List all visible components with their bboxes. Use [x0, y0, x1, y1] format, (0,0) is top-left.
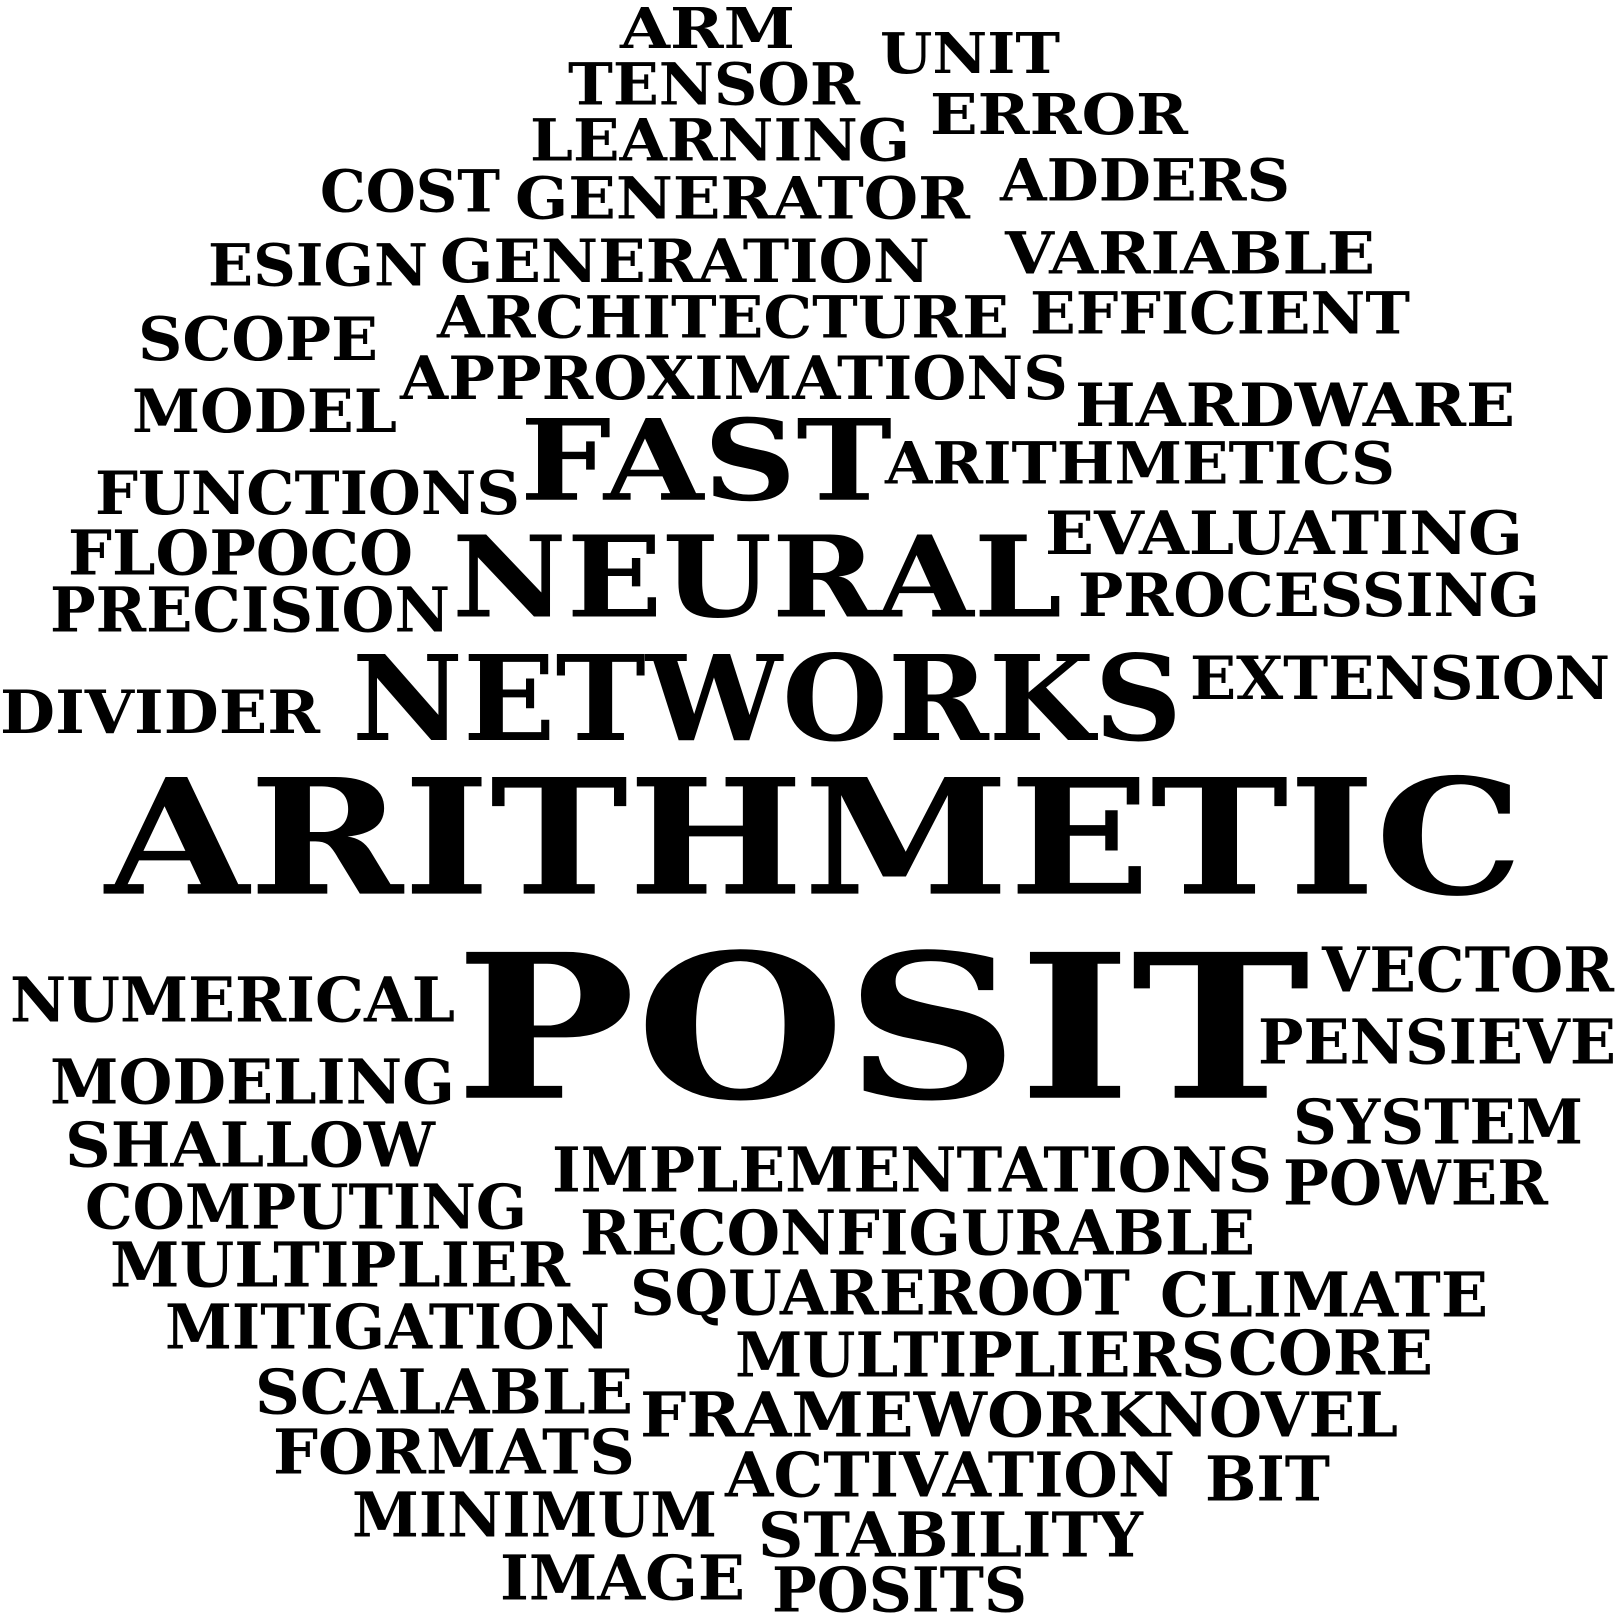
word-posit: POSIT: [455, 910, 1310, 1146]
word-vector: VECTOR: [1322, 933, 1614, 1007]
word-fast: FAST: [520, 394, 892, 527]
word-pensieve: PENSIEVE: [1258, 1005, 1616, 1079]
word-numerical: NUMERICAL: [10, 963, 455, 1037]
word-extension: EXTENSION: [1190, 642, 1610, 714]
word-core: CORE: [1228, 1316, 1433, 1390]
word-arithmetics: ARITHMETICS: [885, 429, 1395, 498]
word-approximations: APPROXIMATIONS: [400, 342, 1068, 414]
word-computing: COMPUTING: [85, 1170, 527, 1244]
word-hardware: HARDWARE: [1075, 369, 1515, 441]
word-efficient: EFFICIENT: [1030, 279, 1410, 348]
word-error: ERROR: [930, 82, 1188, 148]
word-scalable: SCALABLE: [255, 1355, 633, 1429]
word-implementations: IMPLEMENTATIONS: [552, 1133, 1272, 1207]
word-divider: DIVIDER: [0, 676, 320, 748]
word-learning: LEARNING: [530, 106, 910, 175]
word-arithmetic: ARITHMETIC: [105, 743, 1523, 932]
word-minimum: MINIMUM: [352, 1478, 717, 1552]
word-model: MODEL: [132, 375, 397, 447]
word-squareroot: SQUAREROOT: [630, 1256, 1130, 1330]
word-flopoco: FLOPOCO: [68, 516, 413, 590]
word-generation: GENERATION: [440, 225, 930, 297]
word-shallow: SHALLOW: [65, 1108, 435, 1182]
word-arm: ARM: [620, 0, 795, 62]
word-formats: FORMATS: [273, 1415, 635, 1489]
word-multipliers: MULTIPLIERS: [735, 1318, 1225, 1392]
word-neural: NEURAL: [452, 511, 1062, 644]
word-architecture: ARCHITECTURE: [437, 283, 1009, 352]
word-adders: ADDERS: [1000, 146, 1290, 215]
word-scope: SCOPE: [138, 303, 378, 375]
word-variable: VARIABLE: [1005, 219, 1375, 288]
word-functions: FUNCTIONS: [95, 457, 520, 529]
word-framework: FRAMEWORK: [640, 1378, 1155, 1452]
word-processing: PROCESSING: [1078, 559, 1540, 631]
word-system: SYSTEM: [1293, 1085, 1583, 1159]
word-mitigation: MITIGATION: [165, 1290, 610, 1364]
word-unit: UNIT: [880, 21, 1060, 87]
word-novel: NOVEL: [1153, 1378, 1398, 1452]
word-precision: PRECISION: [50, 573, 450, 647]
word-climate: CLIMATE: [1160, 1258, 1488, 1332]
word-tensor: TENSOR: [568, 50, 860, 119]
word-power: POWER: [1283, 1146, 1548, 1220]
word-evaluating: EVALUATING: [1045, 497, 1523, 569]
word-multiplier: MULTIPLIER: [110, 1228, 570, 1302]
word-reconfigurable: RECONFIGURABLE: [580, 1196, 1255, 1270]
word-networks: NETWORKS: [352, 629, 1182, 769]
word-cost: COST: [320, 157, 500, 226]
word-generator: GENERATOR: [515, 164, 970, 233]
word-stability: STABILITY: [758, 1498, 1143, 1572]
word-modeling: MODELING: [50, 1045, 456, 1119]
word-esign: ESIGN: [208, 231, 428, 300]
word-activation: ACTIVATION: [725, 1438, 1175, 1512]
word-bit: BIT: [1205, 1442, 1330, 1516]
word-image: IMAGE: [500, 1541, 745, 1615]
word-posits: POSITS: [772, 1553, 1027, 1619]
